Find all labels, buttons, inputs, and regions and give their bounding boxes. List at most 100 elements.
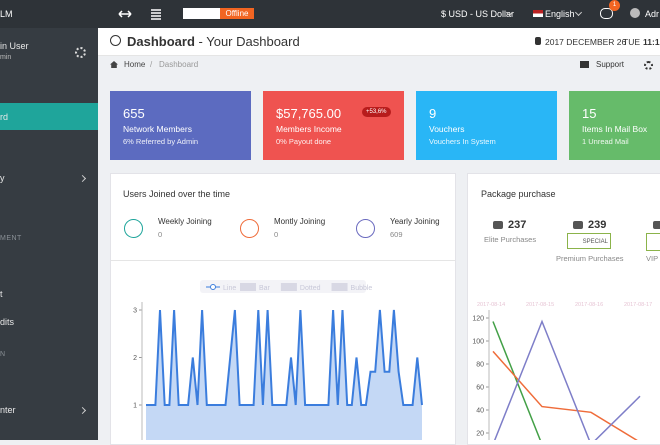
menu-item[interactable]: nter [0,405,16,415]
y-tick-label: 1 [133,403,137,410]
card-note: 1 Unread Mail [582,137,629,146]
card-note: 0% Payout done [276,137,332,146]
stat-value: 609 [390,230,403,239]
subtitle: - Your Dashboard [198,34,300,49]
sidebar: in User min rd y MENT t dits N nter [0,28,98,440]
package-label: VIP [646,254,659,263]
menu-item[interactable]: t [0,289,3,299]
legend-swatch [331,283,348,291]
breadcrumb-separator: / [150,60,153,69]
status-box [183,8,220,19]
panel-title: Package purchase [481,189,556,199]
y-tick-label: 40 [476,408,484,415]
user-name: in User [0,41,29,51]
settings-icon[interactable] [644,61,653,70]
panel-title: Users Joined over the time [123,189,231,199]
card: $57,765.00 +53,6% Members Income 0% Payo… [263,91,404,160]
support[interactable]: Support [596,60,625,69]
brand: LM [0,9,13,19]
legend-swatch [240,283,256,291]
area [146,310,422,440]
stat-label: Yearly Joining [390,217,440,226]
menu-section: MENT [0,235,22,242]
card-value: 15 [582,106,597,121]
divider [111,260,455,261]
card-label: Vouchers [429,124,465,134]
flag [533,10,543,17]
card-value: $57,765.00 [276,106,342,121]
time: 11:1 [643,37,660,47]
stat-label: Weekly Joining [158,217,212,226]
support-icon [580,61,589,68]
y-tick-label: 120 [472,316,484,323]
stat-label: Montly Joining [274,217,326,226]
package-value: 239 [588,219,607,231]
package-label: Elite Purchases [484,235,537,244]
x-tick-label: 2017-08-14 [477,302,505,308]
menu-section: N [0,351,6,358]
package-label: Premium Purchases [556,254,624,263]
currency[interactable]: $ USD - US Dollar [441,9,515,19]
collapse-icon[interactable] [118,8,132,20]
y-tick-label: 60 [476,385,484,392]
package-badge: SPECIAL [567,233,611,249]
top-bar: LM Offline $ USD - US Dollar English 1 A… [0,0,660,28]
y-tick-label: 80 [476,362,484,369]
package-icon [573,221,583,229]
package-value: 237 [508,219,527,231]
legend-label: Dotted [300,285,321,292]
card-value: 655 [123,106,145,121]
chat-icon[interactable] [600,8,613,19]
menu-icon[interactable] [150,8,162,20]
card: 15 Items In Mail Box 1 Unread Mail [569,91,660,160]
line [492,321,542,440]
x-tick-label: 2017-08-15 [526,302,554,308]
line [492,350,638,440]
menu-item[interactable]: y [0,173,5,183]
y-tick-label: 100 [472,339,484,346]
package-panel: Package purchase 237 Elite Purchases 239… [467,173,660,445]
clock-icon [535,37,541,45]
users-panel: Users Joined over the time Weekly Joinin… [110,173,456,445]
stat-icon [356,219,375,238]
package-icon [653,221,660,229]
package-chart: 20 40 60 80 100 120 2017-08-14 2017-08-15 2017-0… [472,302,652,440]
language[interactable]: English [545,9,575,19]
status[interactable]: Offline [220,8,254,19]
active-item[interactable] [0,103,98,130]
card-label: Members Income [276,124,342,134]
avatar[interactable] [630,8,640,18]
legend-label: Bar [259,285,271,292]
x-tick-label: 2017-08-17 [624,302,652,308]
legend-swatch [210,284,216,290]
breadcrumb-home[interactable]: Home [124,60,146,69]
card-badge: +53,6% [362,107,391,117]
user[interactable]: Adr [645,9,660,19]
stat-icon [124,219,143,238]
settings-icon[interactable] [75,47,86,58]
card: 655 Network Members 6% Referred by Admin [110,91,251,160]
stat-value: 0 [274,230,279,239]
day: TUE [623,37,640,47]
line [146,309,423,406]
menu-item[interactable]: rd [0,112,9,122]
menu-item[interactable]: dits [0,317,15,327]
back-icon[interactable] [110,35,121,46]
user-role: min [0,54,12,61]
y-tick-label: 2 [133,355,137,362]
legend-swatch [280,283,297,291]
breadcrumb-current: Dashboard [159,60,199,69]
home-icon [110,61,118,68]
card-label: Network Members [123,124,192,134]
title: Dashboard [127,34,195,49]
legend-label: Line [223,285,236,292]
card-note: Vouchers In System [429,137,496,146]
y-tick-label: 20 [476,431,484,438]
card-note: 6% Referred by Admin [123,137,199,146]
card-label: Items In Mail Box [582,124,648,134]
card: 9 Vouchers Vouchers In System [416,91,557,160]
notification-badge: 1 [609,0,620,11]
line [493,319,641,440]
